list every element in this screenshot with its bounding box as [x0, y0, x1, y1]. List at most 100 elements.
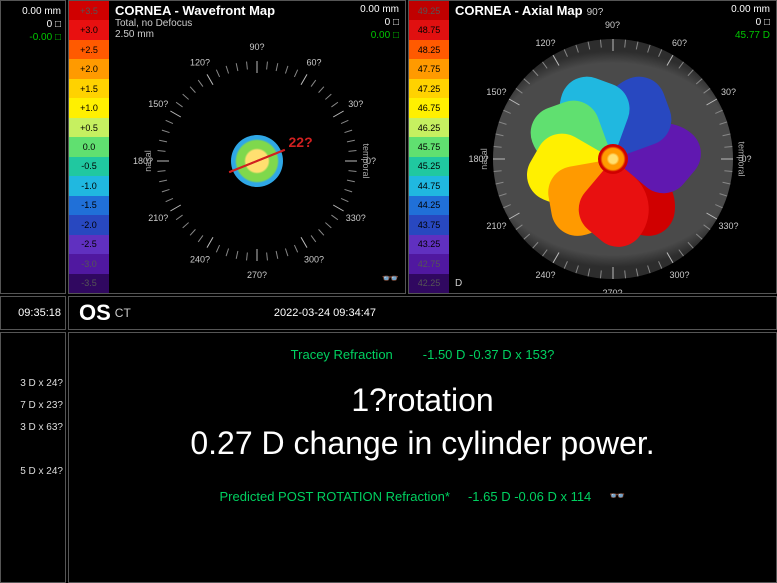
degree-label: 330? [346, 213, 366, 223]
degree-label: 30? [721, 87, 736, 97]
lut-cell: 48.25 [409, 40, 449, 59]
lut-cell: +1.0 [69, 98, 109, 117]
degree-label: 330? [719, 221, 739, 231]
lut-cell: +2.0 [69, 59, 109, 78]
lut-cell: 0.0 [69, 137, 109, 156]
lut-cell: 47.75 [409, 59, 449, 78]
left-time-panel: 09:35:18 [0, 296, 66, 330]
sliver-box: 0 □ [22, 18, 61, 31]
wavefront-polar: 0?30?60?90?120?150?180?210?240?270?300?3… [147, 51, 367, 271]
degree-label: 150? [148, 99, 168, 109]
axial-data-blob [543, 89, 683, 229]
axial-panel[interactable]: 49.2548.7548.2547.7547.2546.7546.2545.75… [408, 0, 777, 294]
left-value-item: 3 D x 63? [1, 417, 63, 439]
left-value-item [1, 439, 63, 461]
wavefront-sub2: 2.50 mm [115, 29, 275, 40]
axial-map-area: CORNEA - Axial Map 90? 0.00 mm 0 □ 45.77… [449, 1, 776, 293]
left-values-panel: 3 D x 24?7 D x 23?3 D x 63? 5 D x 24? [0, 332, 66, 583]
degree-label: 300? [304, 255, 324, 265]
degree-label: 30? [348, 99, 363, 109]
left-time: 09:35:18 [18, 307, 61, 319]
summary-panel: Tracey Refraction -1.50 D -0.37 D x 153?… [68, 332, 777, 583]
nasal-label: nasal [143, 150, 153, 172]
axial-title: CORNEA - Axial Map [455, 3, 583, 18]
lut-cell: 44.75 [409, 176, 449, 195]
lut-cell: -0.5 [69, 157, 109, 176]
degree-label: 60? [306, 57, 321, 67]
sliver-metrics: 0.00 mm 0 □ -0.00 □ [22, 5, 61, 44]
degree-label: 270? [602, 288, 622, 294]
degree-label: 90? [249, 42, 264, 52]
axial-meridian: 90? [587, 7, 604, 18]
lut-cell: 46.25 [409, 118, 449, 137]
tracey-label: Tracey Refraction [291, 347, 393, 362]
wavefront-header: CORNEA - Wavefront Map Total, no Defocus… [115, 3, 399, 42]
glasses-icon[interactable]: 👓 [382, 270, 399, 287]
lut-cell: -3.0 [69, 254, 109, 273]
exam-datetime: 2022-03-24 09:34:47 [274, 307, 376, 319]
left-value-item: 5 D x 24? [1, 461, 63, 483]
axial-lut: 49.2548.7548.2547.7547.2546.7546.2545.75… [409, 1, 449, 293]
lut-cell: +2.5 [69, 40, 109, 59]
lut-cell: 43.25 [409, 235, 449, 254]
sliver-green: -0.00 □ [22, 31, 61, 44]
lut-cell: 45.75 [409, 137, 449, 156]
degree-label: 150? [486, 87, 506, 97]
temporal-label: temporal [361, 143, 371, 178]
lut-cell: +0.5 [69, 118, 109, 137]
degree-label: 210? [486, 221, 506, 231]
post-rotation-label: Predicted POST ROTATION Refraction* [220, 489, 450, 504]
tracey-value: -1.50 D -0.37 D x 153? [423, 347, 555, 362]
wavefront-axis-label: 22? [289, 134, 313, 150]
degree-label: 300? [669, 270, 689, 280]
lut-cell: 42.25 [409, 274, 449, 293]
wavefront-panel[interactable]: +3.5+3.0+2.5+2.0+1.5+1.0+0.50.0-0.5-1.0-… [68, 0, 406, 294]
axial-header: CORNEA - Axial Map 90? 0.00 mm 0 □ 45.77… [455, 3, 770, 42]
axial-green: 45.77 D [731, 29, 770, 42]
axial-box: 0 □ [731, 16, 770, 29]
lut-cell: 49.25 [409, 1, 449, 20]
post-rotation-value: -1.65 D -0.06 D x 114 [468, 489, 591, 504]
wavefront-box: 0 □ [360, 16, 399, 29]
lut-cell: -1.0 [69, 176, 109, 195]
lut-cell: -1.5 [69, 196, 109, 215]
axial-nasal-label: nasal [479, 148, 489, 170]
lut-cell: 45.25 [409, 157, 449, 176]
wavefront-title: CORNEA - Wavefront Map [115, 3, 275, 18]
axial-d-label: D [455, 278, 462, 289]
glasses-icon-small: 👓 [609, 488, 625, 504]
axial-polar: 0?30?60?90?120?150?180?210?240?270?300?3… [483, 29, 743, 289]
lut-cell: -2.5 [69, 235, 109, 254]
lut-cell: 43.75 [409, 215, 449, 234]
sliver-mm: 0.00 mm [22, 5, 61, 18]
tracey-line: Tracey Refraction -1.50 D -0.37 D x 153? [79, 347, 766, 362]
wavefront-mm: 0.00 mm [360, 3, 399, 16]
degree-label: 270? [247, 270, 267, 280]
ct-label: CT [115, 306, 131, 320]
lut-cell: -2.0 [69, 215, 109, 234]
lut-cell: -3.5 [69, 274, 109, 293]
wavefront-map-area: CORNEA - Wavefront Map Total, no Defocus… [109, 1, 405, 293]
eye-os-label: OS [79, 300, 111, 326]
left-value-item: 3 D x 24? [1, 373, 63, 395]
lut-cell: 42.75 [409, 254, 449, 273]
left-value-item: 7 D x 23? [1, 395, 63, 417]
wavefront-lut: +3.5+3.0+2.5+2.0+1.5+1.0+0.50.0-0.5-1.0-… [69, 1, 109, 293]
degree-label: 240? [535, 270, 555, 280]
lut-cell: 46.75 [409, 98, 449, 117]
lut-cell: +1.5 [69, 79, 109, 98]
degree-label: 120? [190, 57, 210, 67]
left-map-sliver: 0.00 mm 0 □ -0.00 □ [0, 0, 66, 294]
lut-cell: 44.25 [409, 196, 449, 215]
exam-info-panel: OS CT 2022-03-24 09:34:47 [68, 296, 777, 330]
lut-cell: 48.75 [409, 20, 449, 39]
lut-cell: +3.5 [69, 1, 109, 20]
cylinder-change-line: 0.27 D change in cylinder power. [79, 425, 766, 462]
lut-cell: +3.0 [69, 20, 109, 39]
axial-mm: 0.00 mm [731, 3, 770, 16]
degree-label: 240? [190, 255, 210, 265]
axial-temporal-label: temporal [737, 141, 747, 176]
post-rotation-line: Predicted POST ROTATION Refraction* -1.6… [79, 488, 766, 504]
degree-label: 210? [148, 213, 168, 223]
lut-cell: 47.25 [409, 79, 449, 98]
